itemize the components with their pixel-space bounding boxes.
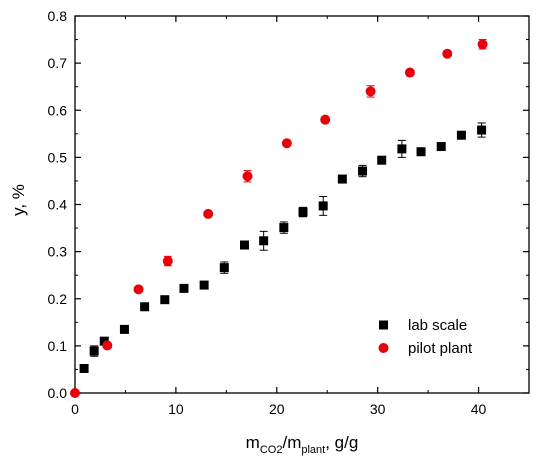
data-point (140, 302, 150, 312)
data-point (337, 174, 347, 184)
data-point (397, 144, 407, 154)
y-tick-label: 0.8 (48, 8, 68, 24)
x-axis-label-mid: /m (282, 433, 301, 452)
x-axis-label-sub1: CO2 (260, 444, 283, 456)
data-point (79, 363, 89, 373)
data-point (320, 114, 331, 125)
data-point (219, 263, 229, 273)
x-axis-label: mCO2/mplant, g/g (246, 433, 359, 456)
x-tick-label: 40 (471, 401, 487, 417)
legend: lab scale pilot plant (378, 317, 473, 357)
legend-label: pilot plant (408, 340, 473, 357)
y-tick-label: 0.1 (48, 338, 68, 354)
data-point (162, 256, 173, 267)
data-point (477, 125, 487, 135)
x-tick-label: 30 (370, 401, 386, 417)
axes: 0.0 0.1 0.2 0.3 0.4 0.5 0.6 0.7 0.8 0 10 20 30 40 (48, 8, 530, 417)
data-point (242, 171, 253, 182)
data-point (358, 166, 368, 176)
legend-marker (378, 343, 389, 353)
data-point (119, 324, 129, 334)
data-point (199, 280, 209, 290)
data-point (203, 208, 214, 219)
data-point (259, 236, 269, 246)
y-tick-label: 0.6 (48, 102, 68, 118)
legend-marker (379, 320, 388, 330)
y-tick-label: 0.0 (48, 385, 68, 401)
x-axis-label-tail: , g/g (325, 433, 358, 452)
data-point (281, 138, 292, 149)
y-tick-label: 0.7 (48, 55, 68, 71)
data-point (404, 67, 415, 78)
x-tick-label: 10 (168, 401, 184, 417)
x-axis-label-base: m (246, 433, 260, 452)
series-pilot-plant (70, 39, 488, 398)
data-point (89, 346, 99, 356)
data-point (99, 336, 109, 346)
plot-frame (74, 15, 530, 394)
data-point (442, 48, 453, 59)
data-point (179, 283, 189, 293)
data-point (102, 340, 113, 351)
data-point (239, 240, 249, 250)
y-tick-label: 0.5 (48, 149, 68, 165)
y-tick-label: 0.4 (48, 197, 68, 213)
data-point (477, 39, 488, 50)
data-point (160, 295, 170, 305)
series-lab-scale (79, 122, 487, 373)
data-point (377, 155, 387, 165)
y-tick-label: 0.2 (48, 291, 68, 307)
data-point (456, 130, 466, 140)
x-tick-label: 20 (269, 401, 285, 417)
y-axis-label: y, % (9, 184, 28, 216)
data-point (436, 142, 446, 152)
data-point (298, 207, 308, 217)
data-point (416, 147, 426, 157)
legend-label: lab scale (408, 317, 467, 334)
data-point (318, 201, 328, 211)
x-tick-label: 0 (71, 401, 79, 417)
data-point (279, 223, 289, 233)
data-point (70, 388, 80, 398)
data-marks (70, 39, 488, 398)
x-axis-label-sub2: plant (301, 444, 325, 456)
y-tick-label: 0.3 (48, 244, 68, 260)
data-point (133, 284, 144, 295)
data-point (365, 86, 376, 97)
